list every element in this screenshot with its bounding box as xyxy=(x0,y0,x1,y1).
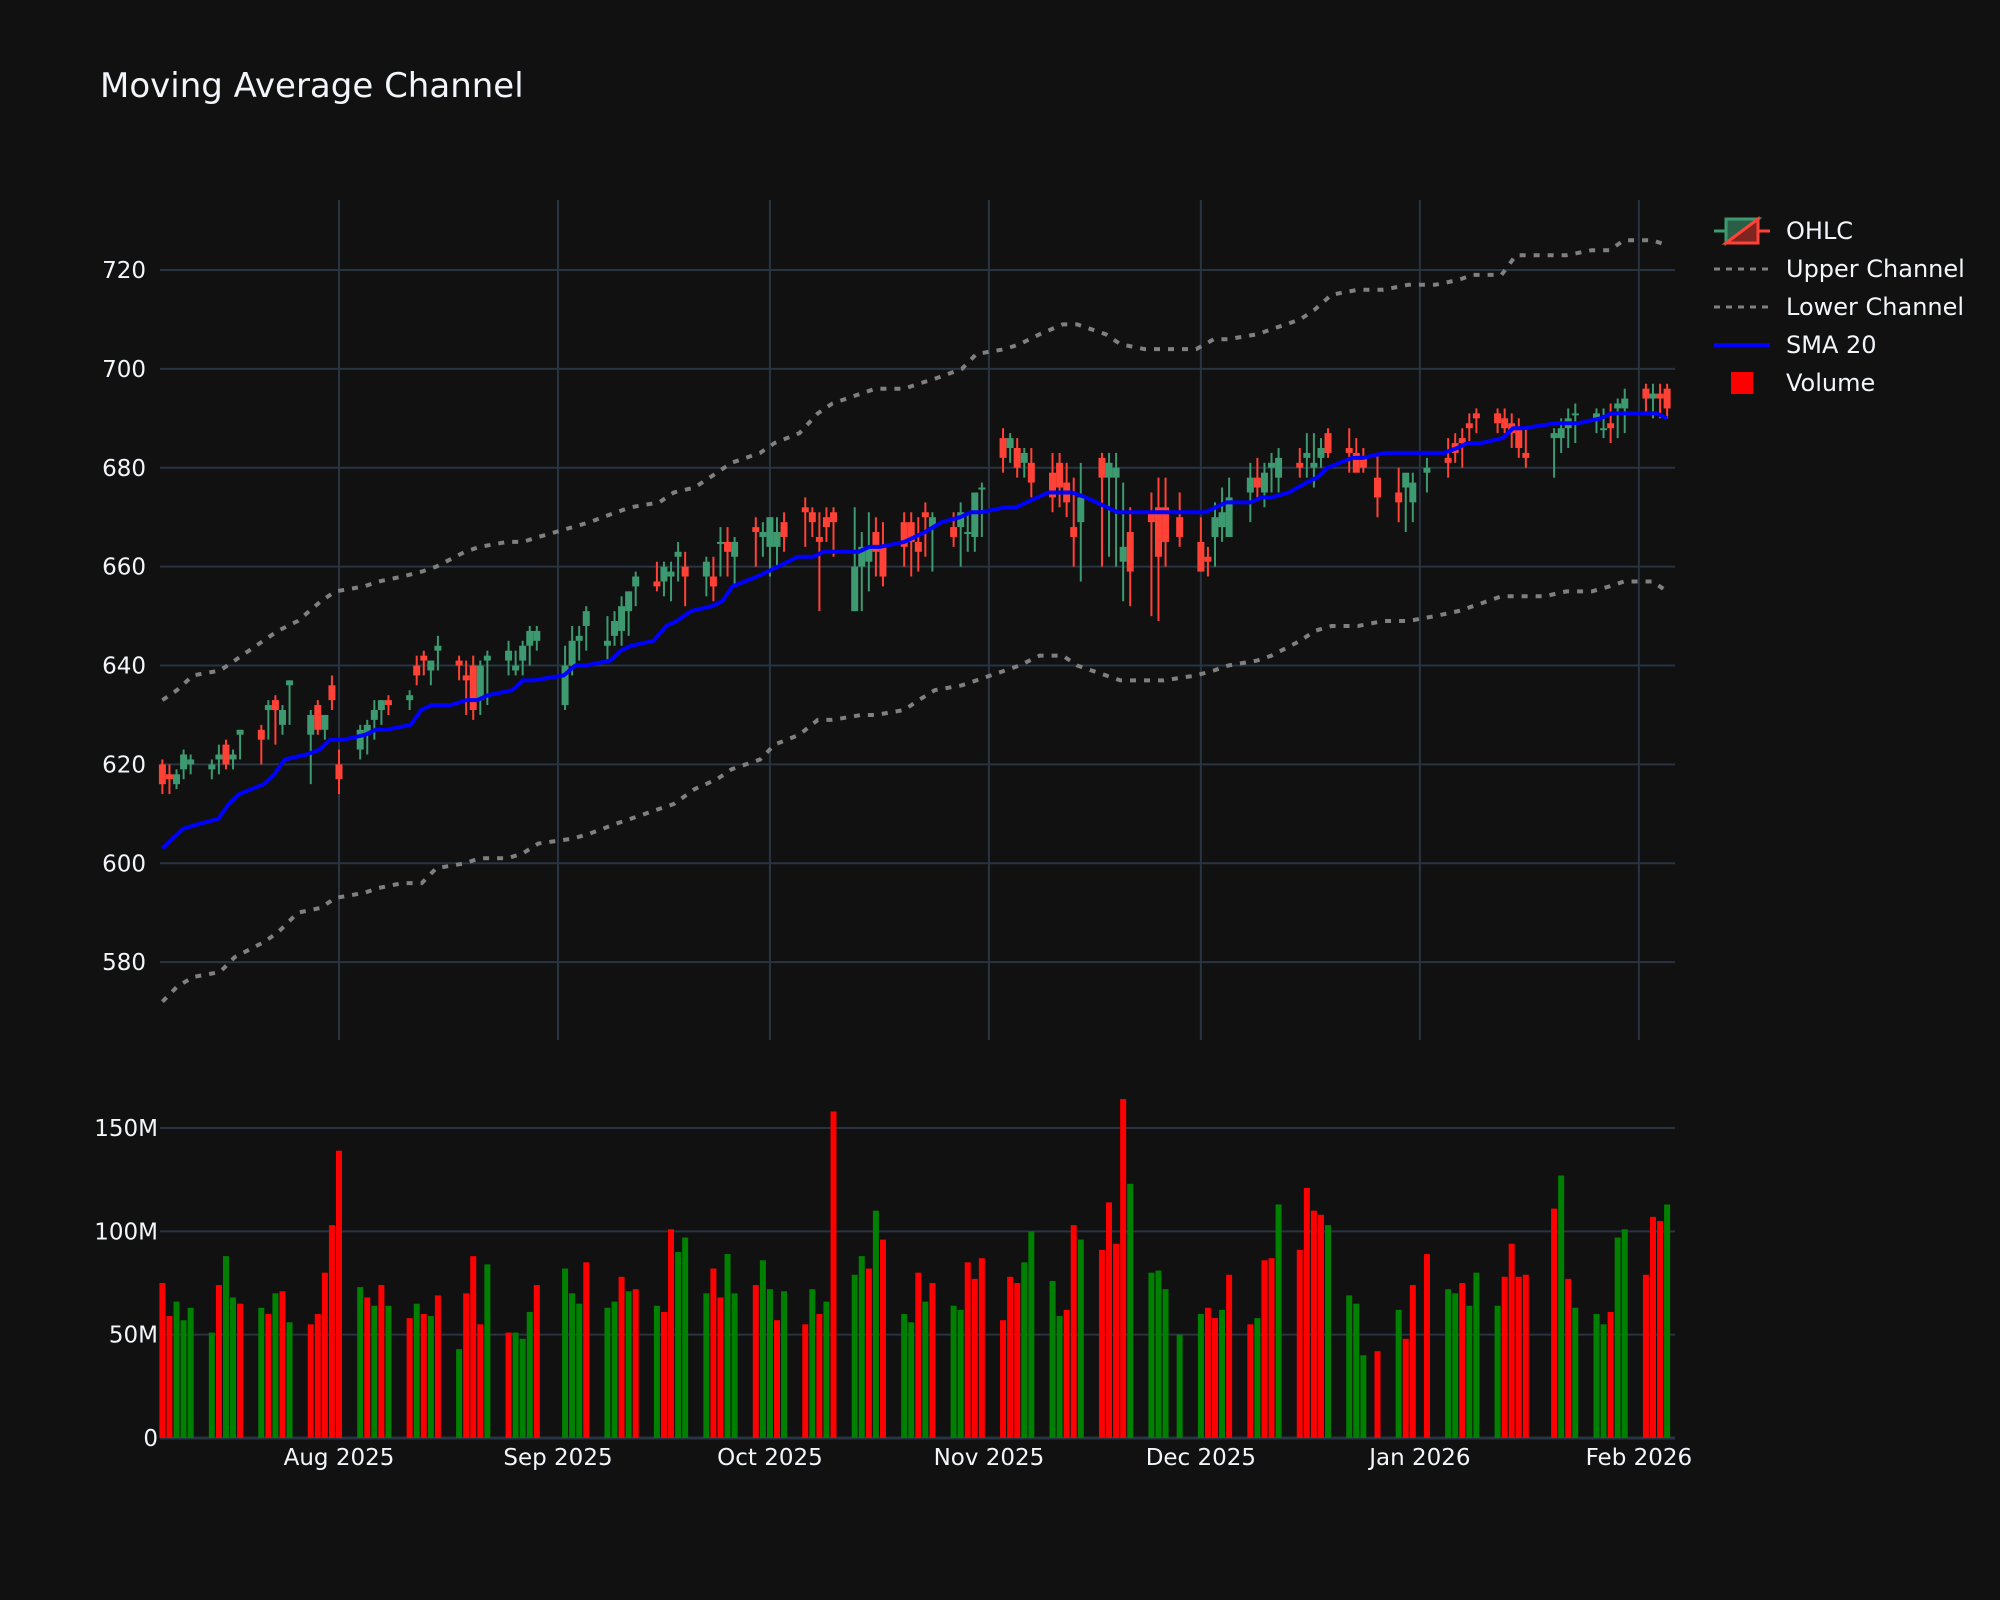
solid-line-icon xyxy=(1712,330,1772,360)
candlestick-icon xyxy=(1712,216,1772,246)
svg-text:640: 640 xyxy=(102,654,146,680)
dotted-line-icon xyxy=(1712,254,1772,284)
grid-lines xyxy=(160,200,1675,1440)
candlestick-series xyxy=(158,383,1671,795)
svg-text:680: 680 xyxy=(102,456,146,482)
svg-text:Sep 2025: Sep 2025 xyxy=(503,1445,612,1471)
dotted-line-icon xyxy=(1712,292,1772,322)
legend-item-volume[interactable]: Volume xyxy=(1712,364,1965,402)
svg-text:0: 0 xyxy=(143,1426,158,1452)
chart-title: Moving Average Channel xyxy=(100,66,524,106)
svg-text:Feb 2026: Feb 2026 xyxy=(1586,1445,1693,1471)
legend-item-sma-20[interactable]: SMA 20 xyxy=(1712,326,1965,364)
channel-lines xyxy=(160,238,1669,1004)
svg-text:700: 700 xyxy=(102,357,146,383)
svg-text:150M: 150M xyxy=(94,1116,158,1142)
svg-text:580: 580 xyxy=(102,950,146,976)
legend-item-ohlc[interactable]: OHLC xyxy=(1712,212,1965,250)
legend-item-upper-channel[interactable]: Upper Channel xyxy=(1712,250,1965,288)
svg-text:100M: 100M xyxy=(94,1219,158,1245)
svg-text:660: 660 xyxy=(102,555,146,581)
svg-text:600: 600 xyxy=(102,851,146,877)
legend-label: OHLC xyxy=(1786,217,1854,245)
svg-text:Oct 2025: Oct 2025 xyxy=(717,1445,823,1471)
legend-label: Volume xyxy=(1786,369,1876,397)
svg-text:620: 620 xyxy=(102,752,146,778)
legend: OHLC Upper Channel Lower Channel SMA 20 … xyxy=(1712,212,1965,402)
legend-label: Lower Channel xyxy=(1786,293,1965,321)
svg-text:720: 720 xyxy=(102,258,146,284)
volume-bars xyxy=(159,1099,1671,1438)
axis-labels: 580 600 620 640 660 680 700 720 Aug 2025 Sep 2025… xyxy=(94,258,1692,1471)
legend-label: SMA 20 xyxy=(1786,331,1877,359)
svg-text:Nov 2025: Nov 2025 xyxy=(934,1445,1045,1471)
svg-text:Aug 2025: Aug 2025 xyxy=(284,1445,395,1471)
legend-label: Upper Channel xyxy=(1786,255,1965,283)
sma-line xyxy=(161,411,1668,850)
svg-text:Dec 2025: Dec 2025 xyxy=(1146,1445,1256,1471)
svg-text:50M: 50M xyxy=(109,1323,158,1349)
svg-text:Jan 2026: Jan 2026 xyxy=(1367,1445,1470,1471)
legend-item-lower-channel[interactable]: Lower Channel xyxy=(1712,288,1965,326)
square-icon xyxy=(1712,368,1772,398)
